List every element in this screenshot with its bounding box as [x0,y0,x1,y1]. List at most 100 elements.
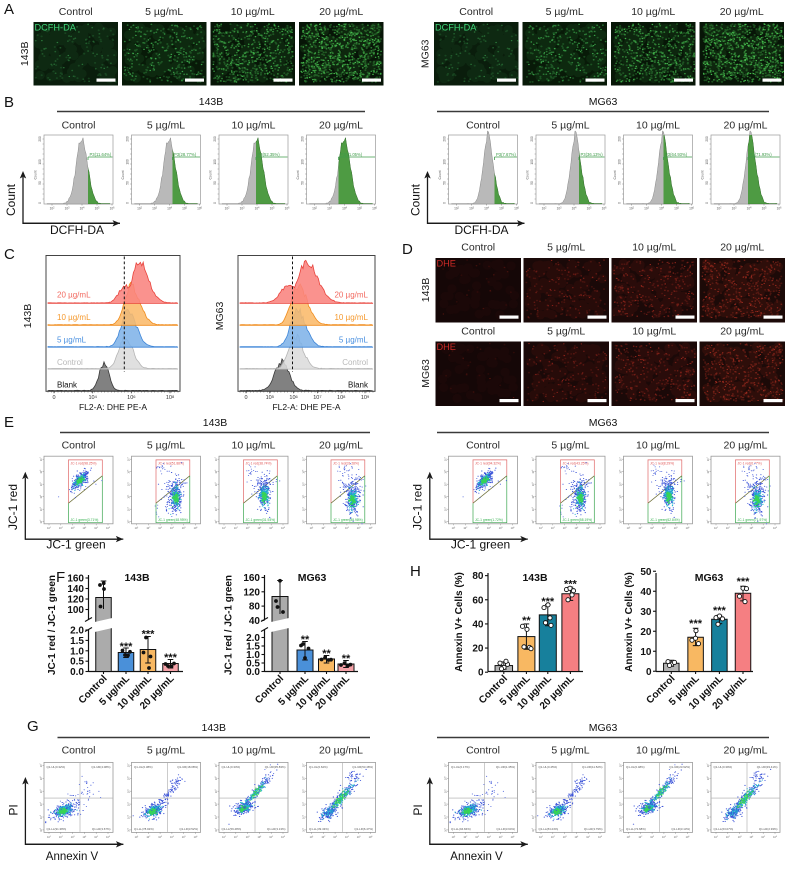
svg-text:105: 105 [499,527,503,530]
svg-text:102: 102 [312,207,318,211]
svg-text:103: 103 [563,836,567,839]
svg-text:102: 102 [463,527,467,530]
svg-text:106: 106 [281,836,285,839]
svg-text:Control: Control [62,745,96,757]
svg-text:102: 102 [707,520,710,524]
svg-text:105: 105 [532,482,535,486]
svg-text:FL2-A: DHE PE-A: FL2-A: DHE PE-A [79,402,147,412]
svg-text:103: 103 [127,507,130,511]
svg-text:20 µg/mL: 20 µg/mL [724,120,768,132]
svg-text:10 µg/mL: 10 µg/mL [232,120,276,132]
svg-text:0: 0 [618,202,622,204]
svg-text:106: 106 [215,470,218,474]
svg-text:F: F [56,569,65,586]
svg-text:5 µg/mL: 5 µg/mL [547,326,585,338]
svg-text:H: H [410,563,421,580]
svg-text:102: 102 [40,828,43,832]
svg-text:105: 105 [182,527,186,530]
svg-text:P3(28.77%): P3(28.77%) [174,152,197,157]
svg-text:Annexin V+ Cells (%): Annexin V+ Cells (%) [454,572,465,672]
svg-text:5 µg/mL: 5 µg/mL [547,242,585,254]
svg-text:103: 103 [71,527,75,530]
svg-text:106: 106 [197,207,203,211]
svg-text:A: A [4,1,14,18]
svg-text:104: 104 [345,527,349,530]
svg-text:106: 106 [285,207,291,211]
svg-text:1.0: 1.0 [246,650,260,661]
svg-text:JC-1 green(31.93%): JC-1 green(31.93%) [246,518,276,522]
svg-text:105: 105 [95,207,101,211]
svg-text:Count: Count [34,170,38,179]
svg-text:103: 103 [65,207,71,211]
svg-text:102: 102 [444,520,447,524]
svg-text:Q1-UL(0.38%): Q1-UL(0.38%) [134,765,153,769]
svg-text:20 µg/mL: 20 µg/mL [720,326,764,338]
svg-text:104: 104 [487,836,491,839]
svg-text:104: 104 [747,207,753,211]
svg-text:107: 107 [313,394,322,401]
svg-text:106: 106 [369,836,373,839]
svg-text:103: 103 [475,527,479,530]
svg-text:104: 104 [532,802,535,806]
svg-text:106: 106 [106,836,110,839]
svg-text:101: 101 [452,527,456,530]
svg-text:10 µg/mL: 10 µg/mL [636,440,680,452]
svg-text:105: 105 [302,482,305,486]
svg-text:105: 105 [707,482,710,486]
svg-text:***: *** [737,576,751,588]
svg-text:102: 102 [619,828,622,832]
svg-text:10 µg/mL: 10 µg/mL [632,242,676,254]
svg-text:200: 200 [530,136,534,142]
svg-text:Control: Control [466,745,500,757]
svg-text:103: 103 [475,836,479,839]
svg-text:104: 104 [707,802,710,806]
svg-text:105: 105 [269,527,273,530]
svg-text:***: *** [164,652,178,664]
svg-text:**: ** [342,653,351,665]
svg-text:101: 101 [627,527,631,530]
svg-text:104: 104 [619,802,622,806]
svg-text:160: 160 [67,574,84,585]
svg-text:107: 107 [40,764,43,768]
svg-text:106: 106 [619,470,622,474]
svg-text:103: 103 [444,815,447,819]
svg-text:Control: Control [461,242,495,254]
svg-text:105: 105 [619,482,622,486]
svg-text:1.5: 1.5 [246,642,260,653]
svg-text:104: 104 [258,527,262,530]
svg-text:50: 50 [705,181,709,185]
svg-text:102: 102 [551,836,555,839]
svg-text:105: 105 [40,789,43,793]
svg-text:0.0: 0.0 [70,667,84,678]
svg-text:D: D [402,241,413,258]
svg-text:P3(52.35%): P3(52.35%) [258,152,281,157]
svg-text:50: 50 [301,181,305,185]
svg-text:105: 105 [761,527,765,530]
svg-text:103: 103 [650,527,654,530]
svg-text:40: 40 [249,616,261,627]
svg-text:Q1-LL(84.24%): Q1-LL(84.24%) [539,827,559,831]
svg-text:102: 102 [321,836,325,839]
svg-text:105: 105 [444,789,447,793]
svg-text:103: 103 [650,836,654,839]
svg-text:Q1-UR(1.35%): Q1-UR(1.35%) [496,765,515,769]
svg-text:105: 105 [127,789,130,793]
svg-text:Q1-LL(59.48%): Q1-LL(59.48%) [222,827,242,831]
svg-text:40: 40 [640,587,652,598]
svg-text:101: 101 [47,527,51,530]
svg-text:107: 107 [444,457,447,461]
svg-text:106: 106 [302,470,305,474]
svg-text:0: 0 [443,202,447,204]
svg-text:0: 0 [301,202,305,204]
svg-text:JC-1 green(58.19%): JC-1 green(58.19%) [563,518,593,522]
svg-text:106: 106 [127,470,130,474]
svg-text:Q1-UR(53.48%): Q1-UR(53.48%) [352,765,373,769]
svg-text:***: *** [689,618,703,630]
svg-text:Q1-LL(78.02%): Q1-LL(78.02%) [134,827,154,831]
svg-text:104: 104 [127,802,130,806]
svg-text:107: 107 [444,764,447,768]
svg-text:105: 105 [674,207,680,211]
svg-text:105: 105 [215,482,218,486]
svg-text:106: 106 [127,776,130,780]
svg-text:Annexin V+ Cells (%): Annexin V+ Cells (%) [624,572,635,672]
